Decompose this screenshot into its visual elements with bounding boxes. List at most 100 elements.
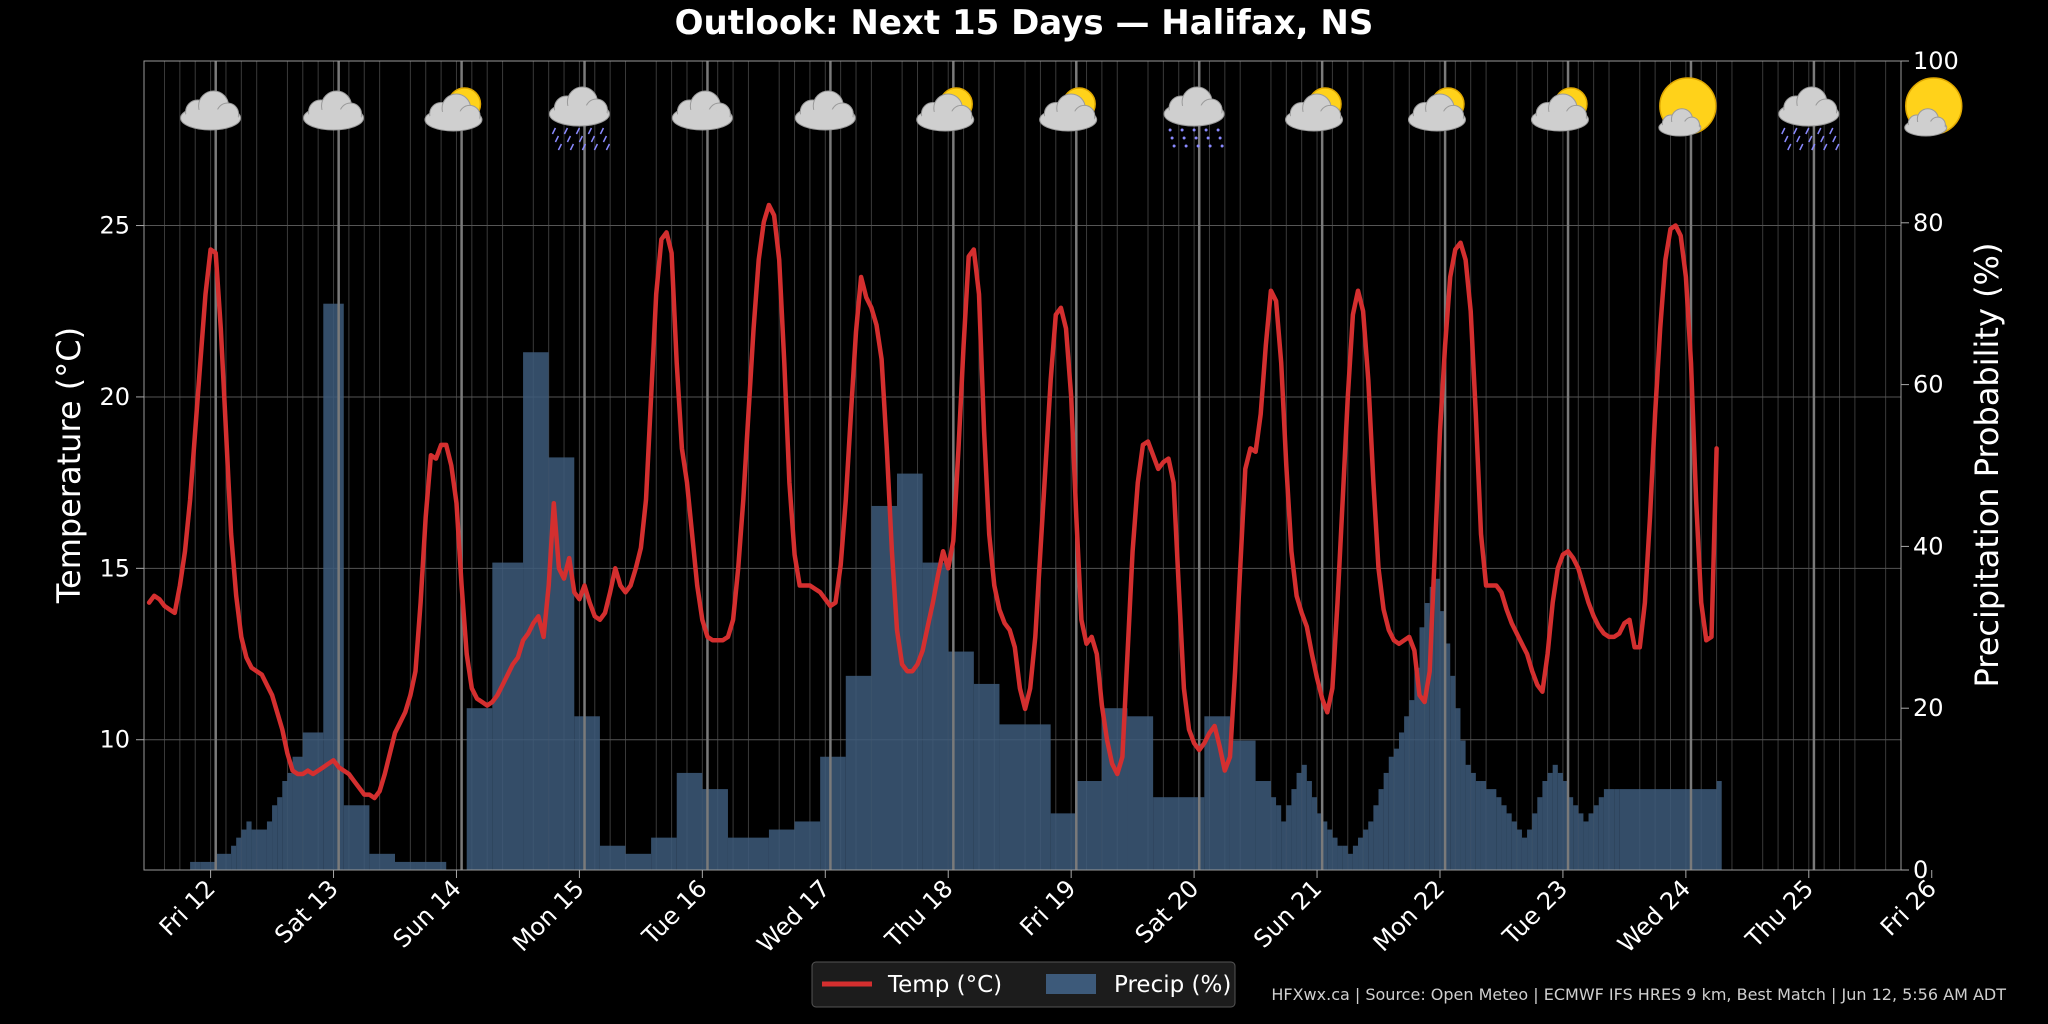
precip-bar	[251, 829, 257, 870]
precip-bar	[768, 829, 795, 870]
precip-bar	[1609, 789, 1615, 870]
rain-icon	[548, 86, 611, 151]
precip-bar	[1229, 740, 1256, 870]
precip-bar	[1076, 781, 1102, 870]
y-left-axis: 10 15 20 25	[99, 212, 144, 754]
y-right-axis: 0 20 40 60 80 100	[1901, 47, 1959, 884]
precip-bar	[1465, 764, 1471, 870]
cloudy-icon	[180, 90, 242, 131]
legend-precip-label: Precip (%)	[1114, 972, 1231, 998]
precip-bar	[1363, 829, 1369, 870]
precip-bar	[395, 861, 416, 870]
precip-bar	[1352, 845, 1359, 870]
precip-bar	[1281, 821, 1287, 870]
weather-icons	[180, 77, 1963, 151]
precip-bar	[282, 781, 288, 870]
precip-bar	[794, 821, 821, 870]
precip-bar	[1552, 764, 1558, 870]
partly-cloudy-icon	[1530, 87, 1589, 132]
precip-bar	[727, 837, 769, 870]
precip-bar	[272, 805, 278, 870]
precip-bar	[845, 675, 872, 870]
drizzle-icon	[1163, 86, 1225, 148]
precip-bar	[241, 829, 247, 870]
y-right-tick-label: 100	[1913, 47, 1959, 75]
precip-bar	[702, 789, 728, 870]
precip-bar	[1583, 821, 1589, 870]
precip-bar	[1511, 821, 1517, 870]
precip-bar	[492, 562, 524, 870]
precip-bar	[1291, 789, 1297, 870]
legend: Temp (°C) Precip (%)	[811, 961, 1236, 1008]
precip-bar	[922, 562, 949, 870]
precip-bar	[1578, 813, 1584, 870]
precip-bar	[948, 651, 974, 870]
precip-bar	[292, 756, 303, 870]
footer-credit: HFXwx.ca | Source: Open Meteo | ECMWF IF…	[1271, 985, 2006, 1004]
precip-bar	[302, 732, 324, 870]
precip-bar	[323, 303, 344, 870]
precip-bar	[1450, 675, 1456, 870]
precip-bar	[1716, 781, 1722, 870]
precip-bar	[1373, 805, 1379, 870]
precip-bar	[651, 837, 677, 870]
plot-frame	[143, 60, 1902, 871]
precip-bar	[266, 821, 273, 870]
precip-bar	[1521, 837, 1528, 870]
precip-bar	[1588, 813, 1594, 870]
precip-bar	[1537, 797, 1543, 870]
precip-bar	[1419, 627, 1425, 870]
y-left-label: Temperature (°C)	[50, 327, 88, 604]
precip-bar	[246, 821, 252, 870]
legend-box	[811, 961, 1236, 1008]
precip-bar	[1542, 781, 1548, 870]
y-right-tick-label: 0	[1913, 856, 1928, 884]
precip-bar	[1404, 716, 1410, 870]
y-right-tick-label: 80	[1913, 209, 1944, 237]
precip-bar	[415, 861, 447, 870]
precip-bar	[1455, 708, 1461, 870]
precip-bar	[1337, 845, 1343, 870]
precip-bar	[820, 756, 846, 870]
y-left-tick-label: 20	[99, 383, 130, 411]
precip-bar	[277, 797, 283, 870]
precip-bar	[676, 772, 703, 870]
precip-bar	[1388, 756, 1394, 870]
precip-bar	[1317, 813, 1323, 870]
precip-bar	[466, 708, 493, 870]
precip-bar	[1270, 797, 1277, 870]
precip-bar	[574, 716, 600, 870]
precip-bar	[599, 845, 626, 870]
precip-bar	[1439, 611, 1446, 870]
cloudy-icon	[671, 90, 733, 131]
precip-bar	[1383, 772, 1389, 870]
precip-bar	[200, 861, 216, 870]
precip-bar	[1573, 805, 1579, 870]
precip-bar	[369, 853, 395, 870]
precip-bar	[1568, 797, 1574, 870]
precip-bar	[256, 829, 267, 870]
precip-bar	[1527, 829, 1533, 870]
y-right-tick-label: 60	[1913, 371, 1944, 399]
precip-bar	[1347, 853, 1353, 870]
precip-bar	[1153, 797, 1205, 870]
precip-bar	[231, 845, 237, 870]
cloudy-icon	[794, 90, 856, 131]
precip-bar	[1593, 805, 1599, 870]
precip-bar	[1506, 813, 1512, 870]
precip-bar	[1378, 789, 1384, 870]
precip-bar	[1445, 643, 1451, 870]
precip-bar	[1127, 716, 1154, 870]
mostly-sunny-icon	[1658, 77, 1717, 137]
precip-bar	[1460, 740, 1466, 870]
precip-bar	[1619, 789, 1717, 870]
precip-bar	[1399, 732, 1405, 870]
precip-bar	[1358, 837, 1364, 870]
precip-bar	[190, 861, 201, 870]
precip-bar	[343, 805, 370, 870]
precip-bar	[1342, 845, 1348, 870]
cloudy-icon	[303, 90, 365, 131]
precip-bar	[1557, 772, 1563, 870]
mostly-sunny-icon	[1904, 77, 1963, 137]
